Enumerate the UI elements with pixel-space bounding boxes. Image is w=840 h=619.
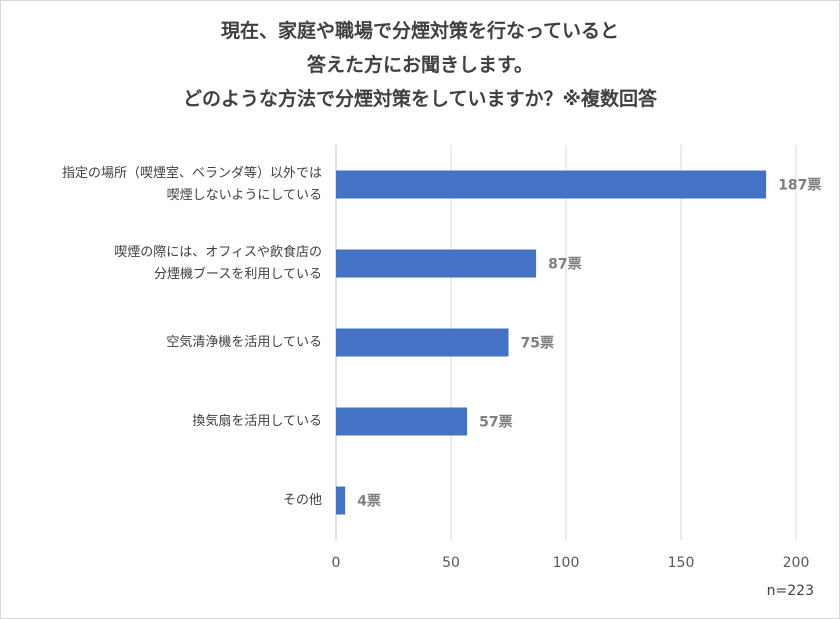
chart-title: 現在、家庭や職場で分煙対策を行なっていると 答えた方にお聞きします。 どのような… xyxy=(0,14,840,116)
chart-title-line-1: 現在、家庭や職場で分煙対策を行なっていると xyxy=(220,20,620,42)
chart-title-line-2: 答えた方にお聞きします。 xyxy=(306,54,534,76)
chart-title-line-3: どのような方法で分煙対策をしていますか？※複数回答 xyxy=(183,88,657,110)
category-label-2: 空気清浄機を活用している xyxy=(22,332,322,354)
sample-size-note: n=223 xyxy=(766,583,814,599)
x-tick-label-0: 0 xyxy=(332,555,341,571)
bar-1 xyxy=(336,249,537,278)
value-label-2: 75票 xyxy=(521,336,554,352)
value-label-4: 4票 xyxy=(357,494,381,510)
category-label-4: その他 xyxy=(22,490,322,512)
bar-2 xyxy=(336,328,509,357)
category-label-0: 指定の場所（喫煙室、ベランダ等）以外では喫煙しないようにしている xyxy=(22,163,322,207)
category-label-3: 換気扇を活用している xyxy=(22,411,322,433)
category-label-1-line-0: 喫煙の際には、オフィスや飲食店の xyxy=(114,244,322,260)
category-label-1-line-1: 分煙機ブースを利用している xyxy=(154,266,322,282)
value-label-1: 87票 xyxy=(548,257,581,273)
bar-3 xyxy=(336,407,468,436)
value-label-0: 187票 xyxy=(778,178,821,194)
category-label-0-line-0: 指定の場所（喫煙室、ベランダ等）以外では xyxy=(61,165,322,181)
x-tick-label-100: 100 xyxy=(553,555,580,571)
category-label-3-line-0: 換気扇を活用している xyxy=(192,413,322,429)
bar-0 xyxy=(336,170,767,199)
x-tick-label-150: 150 xyxy=(668,555,695,571)
x-tick-label-50: 50 xyxy=(442,555,460,571)
category-label-2-line-0: 空気清浄機を活用している xyxy=(166,334,322,350)
category-label-4-line-0: その他 xyxy=(282,492,322,508)
x-tick-label-200: 200 xyxy=(783,555,810,571)
category-label-0-line-1: 喫煙しないようにしている xyxy=(166,187,322,203)
category-label-1: 喫煙の際には、オフィスや飲食店の分煙機ブースを利用している xyxy=(22,242,322,286)
value-label-3: 57票 xyxy=(479,415,512,431)
bar-4 xyxy=(336,486,346,515)
